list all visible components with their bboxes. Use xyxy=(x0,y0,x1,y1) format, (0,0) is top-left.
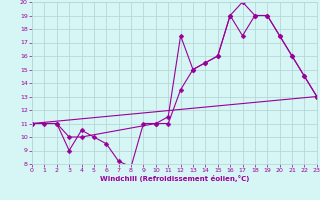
X-axis label: Windchill (Refroidissement éolien,°C): Windchill (Refroidissement éolien,°C) xyxy=(100,175,249,182)
